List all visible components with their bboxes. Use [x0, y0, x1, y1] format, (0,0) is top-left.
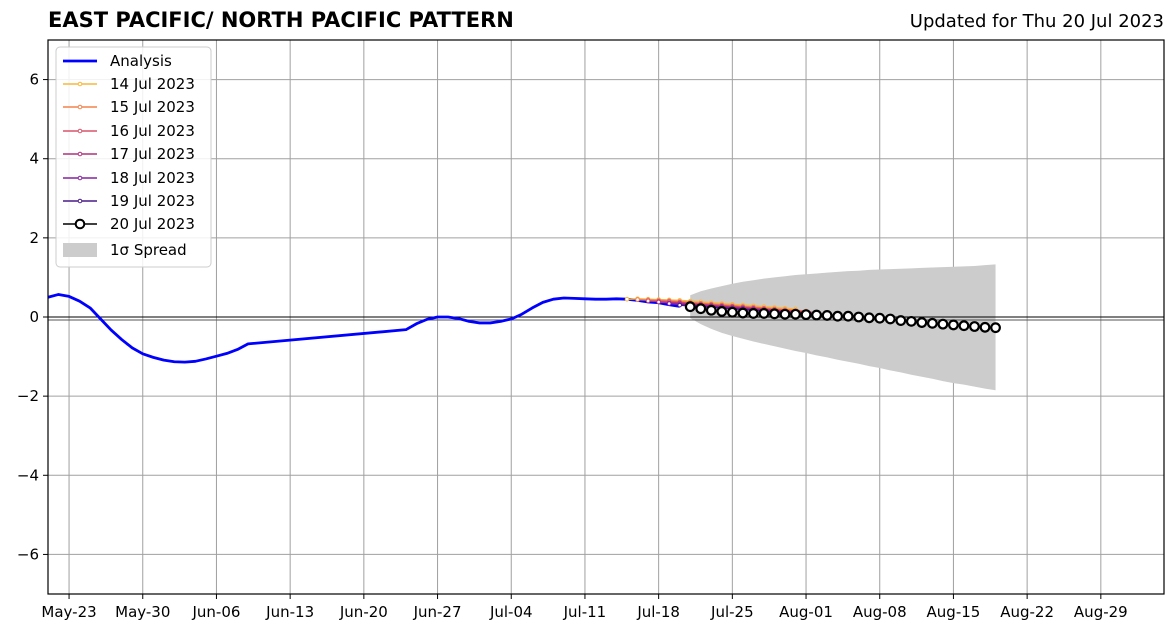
chart-updated-date: Updated for Thu 20 Jul 2023 — [909, 11, 1164, 32]
series-lines — [47, 293, 1001, 364]
zero-line — [48, 316, 1164, 321]
x-tick-label: Aug-08 — [853, 603, 907, 621]
current-forecast-point — [811, 309, 822, 321]
x-tick-label: Jul-04 — [489, 603, 533, 621]
current-forecast-point — [790, 308, 801, 320]
legend: Analysis 14 Jul 2023 15 Jul 2023 16 Jul 202… — [55, 46, 212, 268]
legend-box — [55, 46, 212, 268]
current-forecast-point — [726, 306, 738, 318]
x-tick-label: Jun-06 — [191, 603, 240, 621]
current-forecast-point — [874, 312, 886, 324]
current-forecast-point — [937, 318, 949, 330]
current-forecast-point — [853, 311, 865, 323]
current-forecast-point — [926, 317, 938, 329]
y-tick-label: −4 — [17, 466, 39, 484]
legend-marker-forecast — [77, 128, 83, 134]
current-forecast-point — [737, 307, 749, 319]
legend-label: 19 Jul 2023 — [110, 192, 195, 210]
legend-marker-forecast — [77, 104, 83, 110]
forecast-point-1 — [624, 296, 630, 302]
x-tick-label: Jul-18 — [636, 603, 680, 621]
legend-label: 18 Jul 2023 — [110, 169, 195, 187]
y-tick-label: 4 — [29, 150, 39, 168]
y-tick-label: −2 — [17, 387, 39, 405]
x-tick-label: Aug-01 — [779, 603, 833, 621]
legend-label: Analysis — [110, 52, 172, 70]
x-tick-label: May-30 — [115, 603, 170, 621]
current-forecast-point — [969, 321, 980, 332]
legend-marker-current — [74, 218, 86, 230]
current-forecast-point — [800, 309, 812, 321]
legend-label: 14 Jul 2023 — [110, 75, 195, 93]
analysis-line — [47, 293, 680, 364]
spread-band — [690, 264, 996, 391]
current-forecast-point — [905, 315, 917, 327]
forecast-point-4 — [656, 299, 661, 305]
y-tick-label: 6 — [29, 71, 39, 89]
x-tick-label: Aug-15 — [927, 603, 981, 621]
current-forecast-point — [990, 322, 1001, 334]
x-tick-label: Jun-27 — [413, 603, 462, 621]
current-forecast-point — [684, 301, 696, 313]
current-forecast-point — [832, 310, 844, 322]
x-tick-label: Jul-11 — [563, 603, 607, 621]
legend-marker-forecast — [77, 151, 83, 157]
legend-label: 20 Jul 2023 — [110, 215, 195, 233]
current-forecast-point — [758, 308, 770, 319]
current-forecast-point — [948, 319, 959, 331]
legend-marker-forecast — [77, 198, 83, 204]
current-forecast-point — [716, 306, 728, 317]
spread-area — [690, 264, 996, 391]
current-forecast-point — [884, 313, 896, 325]
y-tick-label: 0 — [29, 308, 39, 326]
current-forecast-point — [863, 312, 875, 324]
current-forecast-point — [979, 321, 991, 333]
current-forecast-point — [695, 303, 707, 315]
legend-handle-spread — [63, 243, 97, 257]
legend-label: 17 Jul 2023 — [110, 145, 195, 163]
current-forecast-point — [705, 304, 717, 316]
x-tick-label: Jun-20 — [339, 603, 388, 621]
current-forecast-point — [958, 320, 970, 332]
x-tick-label: Jul-25 — [710, 603, 754, 621]
legend-marker-forecast — [77, 81, 83, 87]
current-forecast-point — [895, 315, 907, 326]
forecast-point-2 — [635, 297, 640, 302]
axis-ticks: May-23 May-30 Jun-06 Jun-13 Jun-20 Jun-27 Jul-… — [17, 71, 1128, 621]
x-tick-label: Jun-13 — [265, 603, 314, 621]
x-tick-label: Aug-29 — [1074, 603, 1128, 621]
chart-title: EAST PACIFIC/ NORTH PACIFIC PATTERN — [48, 8, 514, 32]
legend-label: 1σ Spread — [110, 241, 187, 259]
current-forecast-point — [769, 308, 780, 320]
current-forecast-point — [842, 310, 854, 322]
legend-label: 16 Jul 2023 — [110, 122, 195, 140]
legend-label: 15 Jul 2023 — [110, 98, 195, 116]
current-forecast-point — [916, 317, 928, 328]
legend-marker-forecast — [77, 175, 83, 181]
y-tick-label: −6 — [17, 545, 39, 563]
forecast-point-6 — [677, 302, 682, 308]
current-forecast-point — [747, 308, 759, 319]
current-forecast-point — [779, 308, 791, 320]
current-forecast-point — [821, 310, 833, 321]
x-tick-label: Aug-22 — [1000, 603, 1054, 621]
y-tick-label: 2 — [29, 229, 39, 247]
forecast-point-5 — [666, 301, 672, 306]
x-tick-label: May-23 — [41, 603, 96, 621]
forecast-point-3 — [645, 298, 651, 304]
